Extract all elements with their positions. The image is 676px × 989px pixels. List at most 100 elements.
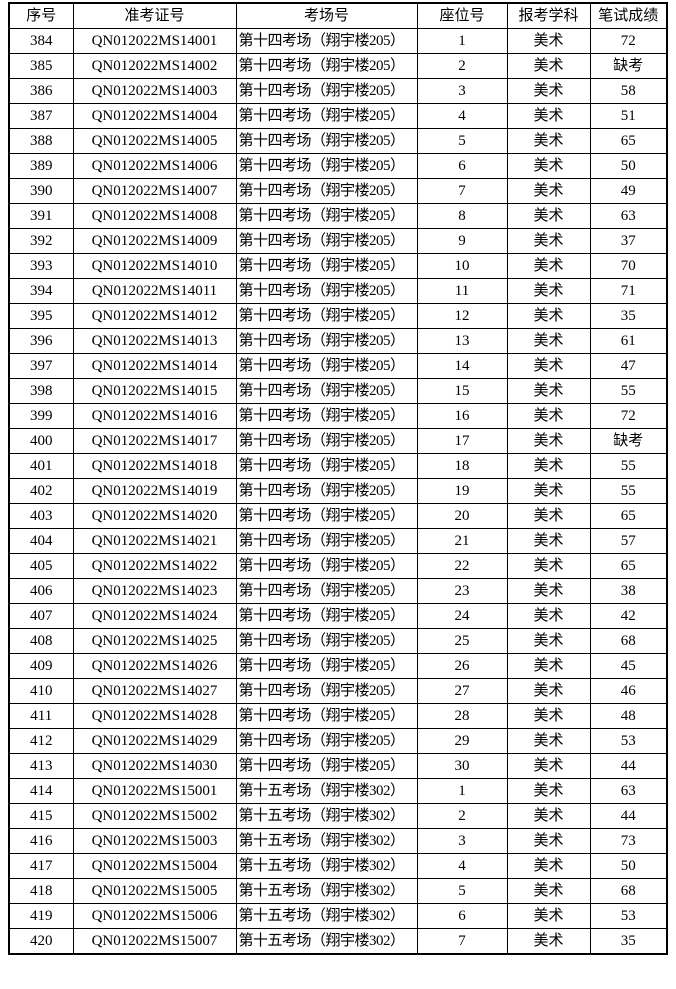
- cell-room: 第十四考场（翔宇楼205）: [235, 628, 418, 654]
- cell-seat: 22: [416, 553, 508, 579]
- cell-admission-number: QN012022MS14007: [72, 178, 237, 204]
- cell-serial: 404: [8, 528, 74, 554]
- cell-subject: 美术: [506, 103, 591, 129]
- cell-seat: 3: [416, 828, 508, 854]
- cell-score: 53: [589, 728, 668, 754]
- table-row: 389 QN012022MS14006 第十四考场（翔宇楼205） 6 美术 50: [8, 153, 668, 179]
- cell-score: 48: [589, 703, 668, 729]
- cell-seat: 12: [416, 303, 508, 329]
- cell-serial: 389: [8, 153, 74, 179]
- cell-serial: 394: [8, 278, 74, 304]
- cell-subject: 美术: [506, 453, 591, 479]
- cell-admission-number: QN012022MS15001: [72, 778, 237, 804]
- cell-seat: 17: [416, 428, 508, 454]
- cell-room: 第十四考场（翔宇楼205）: [235, 153, 418, 179]
- cell-room: 第十四考场（翔宇楼205）: [235, 653, 418, 679]
- cell-serial: 411: [8, 703, 74, 729]
- cell-subject: 美术: [506, 253, 591, 279]
- table-row: 404 QN012022MS14021 第十四考场（翔宇楼205） 21 美术 57: [8, 528, 668, 554]
- header-admission-number: 准考证号: [72, 2, 237, 29]
- cell-seat: 5: [416, 878, 508, 904]
- cell-subject: 美术: [506, 203, 591, 229]
- cell-serial: 395: [8, 303, 74, 329]
- cell-subject: 美术: [506, 653, 591, 679]
- cell-score: 44: [589, 803, 668, 829]
- cell-score: 49: [589, 178, 668, 204]
- cell-subject: 美术: [506, 928, 591, 955]
- cell-subject: 美术: [506, 278, 591, 304]
- table-row: 417 QN012022MS15004 第十五考场（翔宇楼302） 4 美术 50: [8, 853, 668, 879]
- cell-score: 42: [589, 603, 668, 629]
- cell-admission-number: QN012022MS14010: [72, 253, 237, 279]
- cell-subject: 美术: [506, 828, 591, 854]
- cell-room: 第十五考场（翔宇楼302）: [235, 928, 418, 955]
- header-serial: 序号: [8, 2, 74, 29]
- table-row: 391 QN012022MS14008 第十四考场（翔宇楼205） 8 美术 63: [8, 203, 668, 229]
- table-row: 392 QN012022MS14009 第十四考场（翔宇楼205） 9 美术 37: [8, 228, 668, 254]
- table-row: 396 QN012022MS14013 第十四考场（翔宇楼205） 13 美术 61: [8, 328, 668, 354]
- cell-serial: 385: [8, 53, 74, 79]
- cell-score: 53: [589, 903, 668, 929]
- cell-seat: 3: [416, 78, 508, 104]
- cell-admission-number: QN012022MS15004: [72, 853, 237, 879]
- cell-subject: 美术: [506, 803, 591, 829]
- table-row: 385 QN012022MS14002 第十四考场（翔宇楼205） 2 美术 缺考: [8, 53, 668, 79]
- cell-score: 缺考: [589, 428, 668, 454]
- cell-admission-number: QN012022MS14030: [72, 753, 237, 779]
- cell-seat: 18: [416, 453, 508, 479]
- cell-seat: 1: [416, 28, 508, 54]
- cell-admission-number: QN012022MS14017: [72, 428, 237, 454]
- table-row: 403 QN012022MS14020 第十四考场（翔宇楼205） 20 美术 65: [8, 503, 668, 529]
- cell-subject: 美术: [506, 28, 591, 54]
- cell-seat: 11: [416, 278, 508, 304]
- cell-seat: 13: [416, 328, 508, 354]
- cell-seat: 4: [416, 853, 508, 879]
- cell-score: 55: [589, 453, 668, 479]
- table-row: 412 QN012022MS14029 第十四考场（翔宇楼205） 29 美术 53: [8, 728, 668, 754]
- cell-serial: 396: [8, 328, 74, 354]
- cell-room: 第十四考场（翔宇楼205）: [235, 103, 418, 129]
- cell-subject: 美术: [506, 753, 591, 779]
- table-row: 393 QN012022MS14010 第十四考场（翔宇楼205） 10 美术 70: [8, 253, 668, 279]
- cell-room: 第十四考场（翔宇楼205）: [235, 503, 418, 529]
- table-row: 390 QN012022MS14007 第十四考场（翔宇楼205） 7 美术 49: [8, 178, 668, 204]
- cell-serial: 419: [8, 903, 74, 929]
- table-row: 394 QN012022MS14011 第十四考场（翔宇楼205） 11 美术 71: [8, 278, 668, 304]
- cell-admission-number: QN012022MS14025: [72, 628, 237, 654]
- cell-serial: 390: [8, 178, 74, 204]
- cell-score: 47: [589, 353, 668, 379]
- cell-subject: 美术: [506, 853, 591, 879]
- cell-room: 第十四考场（翔宇楼205）: [235, 528, 418, 554]
- cell-score: 38: [589, 578, 668, 604]
- cell-admission-number: QN012022MS14001: [72, 28, 237, 54]
- cell-room: 第十五考场（翔宇楼302）: [235, 803, 418, 829]
- cell-seat: 8: [416, 203, 508, 229]
- cell-room: 第十四考场（翔宇楼205）: [235, 328, 418, 354]
- cell-serial: 388: [8, 128, 74, 154]
- cell-subject: 美术: [506, 578, 591, 604]
- cell-serial: 416: [8, 828, 74, 854]
- table-row: 415 QN012022MS15002 第十五考场（翔宇楼302） 2 美术 44: [8, 803, 668, 829]
- cell-score: 61: [589, 328, 668, 354]
- cell-seat: 20: [416, 503, 508, 529]
- cell-seat: 15: [416, 378, 508, 404]
- cell-score: 73: [589, 828, 668, 854]
- cell-seat: 16: [416, 403, 508, 429]
- cell-score: 70: [589, 253, 668, 279]
- table-row: 395 QN012022MS14012 第十四考场（翔宇楼205） 12 美术 35: [8, 303, 668, 329]
- cell-room: 第十五考场（翔宇楼302）: [235, 828, 418, 854]
- cell-subject: 美术: [506, 503, 591, 529]
- cell-admission-number: QN012022MS14028: [72, 703, 237, 729]
- cell-room: 第十四考场（翔宇楼205）: [235, 78, 418, 104]
- cell-admission-number: QN012022MS15006: [72, 903, 237, 929]
- cell-seat: 21: [416, 528, 508, 554]
- cell-subject: 美术: [506, 728, 591, 754]
- cell-serial: 399: [8, 403, 74, 429]
- cell-serial: 412: [8, 728, 74, 754]
- cell-room: 第十四考场（翔宇楼205）: [235, 303, 418, 329]
- cell-seat: 26: [416, 653, 508, 679]
- cell-serial: 392: [8, 228, 74, 254]
- cell-subject: 美术: [506, 528, 591, 554]
- table-row: 408 QN012022MS14025 第十四考场（翔宇楼205） 25 美术 68: [8, 628, 668, 654]
- cell-admission-number: QN012022MS14022: [72, 553, 237, 579]
